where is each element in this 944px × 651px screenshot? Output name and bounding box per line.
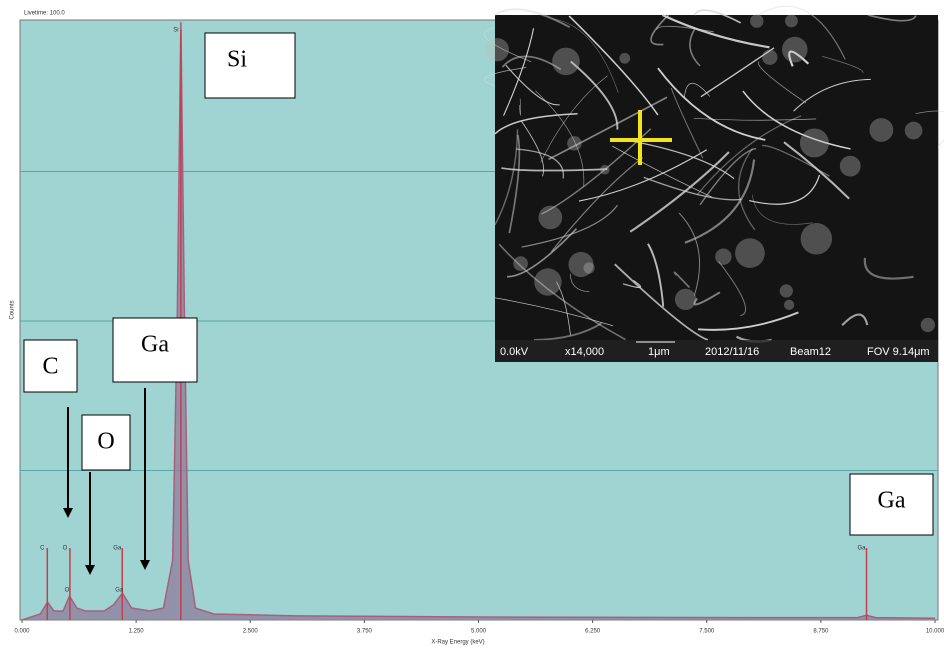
cluster xyxy=(486,38,509,61)
marker-label: C xyxy=(40,546,45,552)
cluster xyxy=(840,156,861,177)
x-tick-label: 3.750 xyxy=(357,629,373,635)
callout-label: Ga xyxy=(141,332,169,358)
x-tick-label: 1.250 xyxy=(129,629,145,635)
callout-label: Si xyxy=(227,47,247,73)
cluster xyxy=(921,318,935,332)
cluster xyxy=(800,128,829,157)
marker-label: Ga xyxy=(858,546,867,552)
y-axis-title: Counts xyxy=(10,300,16,319)
cluster xyxy=(675,289,696,310)
marker-label: Si xyxy=(173,28,178,34)
cluster xyxy=(784,300,794,310)
marker-label: Ga xyxy=(115,588,124,594)
cluster xyxy=(782,37,808,63)
caption-text: Beam12 xyxy=(790,346,831,358)
cluster xyxy=(619,53,630,64)
header-line: Livetime: 100.0 xyxy=(24,11,65,17)
cluster xyxy=(567,136,582,151)
x-axis-title: X-Ray Energy (keV) xyxy=(431,640,484,646)
cluster xyxy=(715,249,731,265)
cluster xyxy=(750,14,763,27)
cluster xyxy=(583,262,594,273)
callout-label: O xyxy=(97,429,114,455)
cluster xyxy=(735,238,765,268)
marker-label: Ga xyxy=(113,546,122,552)
cluster xyxy=(539,206,563,230)
cluster xyxy=(534,268,561,295)
sem-image: 0.0kV x14,000 1μm 2012/11/16 Beam12 FOV 9.14μ… xyxy=(484,6,944,362)
figure: Livetime: 100.0 X-Ray Energy (keV) Count… xyxy=(0,0,944,646)
cluster xyxy=(513,256,528,271)
page: {"header": {"lines": ["Livetime: 100.0"]… xyxy=(0,0,944,651)
caption-text: x14,000 xyxy=(565,346,604,358)
marker-label: O xyxy=(65,588,70,594)
cluster xyxy=(762,49,777,64)
x-tick-label: 6.250 xyxy=(585,629,601,635)
x-tick-label: 2.500 xyxy=(243,629,259,635)
callout-label: Ga xyxy=(878,488,906,514)
marker-label: O xyxy=(63,546,68,552)
caption-text: FOV 9.14μm xyxy=(867,346,930,358)
caption-text: 0.0kV xyxy=(500,346,529,358)
x-tick-label: 10.000 xyxy=(926,629,944,635)
cluster xyxy=(801,223,832,254)
cluster xyxy=(869,118,893,142)
cluster xyxy=(552,48,580,76)
x-tick-label: 0.000 xyxy=(14,629,30,635)
x-tick-label: 5.000 xyxy=(471,629,487,635)
cluster xyxy=(785,14,798,27)
cluster xyxy=(780,284,793,297)
x-tick-label: 8.750 xyxy=(813,629,829,635)
x-tick-label: 7.500 xyxy=(699,629,715,635)
cluster xyxy=(600,165,610,175)
callout-label: C xyxy=(42,354,58,380)
caption-text: 2012/11/16 xyxy=(705,346,759,358)
cluster xyxy=(905,122,923,140)
caption-text: 1μm xyxy=(648,346,670,358)
callout-box xyxy=(205,33,295,98)
